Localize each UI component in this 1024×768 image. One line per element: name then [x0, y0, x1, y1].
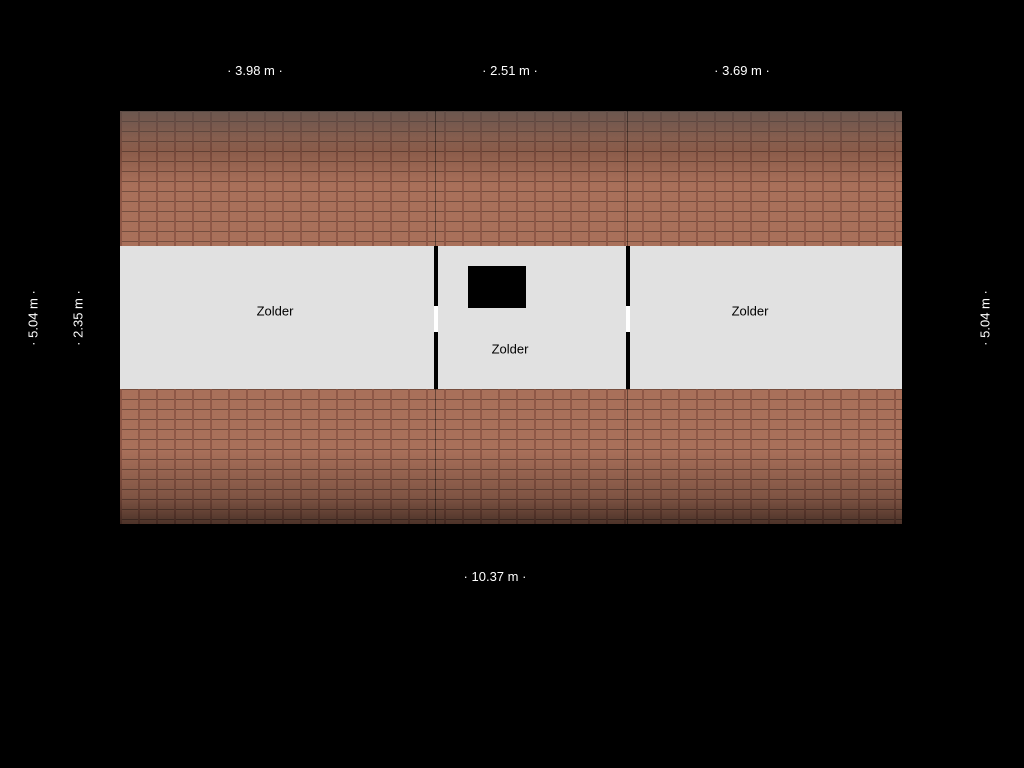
tick: ·: [482, 63, 486, 78]
dim-top-3: · 3.69 m ·: [714, 63, 770, 78]
tick: ·: [978, 342, 993, 346]
dim-top-2: · 2.51 m ·: [482, 63, 538, 78]
tick: ·: [71, 290, 86, 294]
dim-value: 3.69 m: [722, 63, 762, 78]
dim-left-inner: · 2.35 m ·: [71, 290, 86, 346]
room-label: Zolder: [492, 342, 529, 357]
room-label: Zolder: [732, 304, 769, 319]
dim-top-1: · 3.98 m ·: [227, 63, 283, 78]
roof-top: [120, 111, 902, 246]
dim-right-outer: · 5.04 m ·: [978, 290, 993, 346]
roof-seam: [627, 111, 628, 246]
dim-left-outer: · 5.04 m ·: [26, 290, 41, 346]
dim-value: 5.04 m: [978, 298, 993, 338]
dim-value: 10.37 m: [472, 569, 519, 584]
roof-shade: [120, 389, 902, 524]
tick: ·: [26, 290, 41, 294]
room-zolder-middle: [438, 246, 626, 389]
floor-plan-stage: · 3.98 m · · 2.51 m · · 3.69 m · · 10.37…: [0, 0, 1024, 768]
dim-value: 5.04 m: [26, 298, 41, 338]
door-opening: [626, 306, 630, 332]
plan: Zolder Zolder Zolder: [120, 111, 902, 524]
tick: ·: [26, 342, 41, 346]
roof-seam: [435, 389, 436, 524]
tick: ·: [227, 63, 231, 78]
tick: ·: [978, 290, 993, 294]
tick: ·: [522, 569, 526, 584]
tick: ·: [279, 63, 283, 78]
dim-bottom-1: · 10.37 m ·: [464, 569, 527, 584]
stair-opening: [468, 266, 526, 308]
roof-bottom: [120, 389, 902, 524]
tick: ·: [766, 63, 770, 78]
tick: ·: [71, 342, 86, 346]
roof-seam: [627, 389, 628, 524]
roof-highlight: [120, 111, 902, 246]
dim-value: 3.98 m: [235, 63, 275, 78]
tick: ·: [714, 63, 718, 78]
tick: ·: [464, 569, 468, 584]
door-opening: [434, 306, 438, 332]
tick: ·: [534, 63, 538, 78]
roof-seam: [435, 111, 436, 246]
room-label: Zolder: [257, 304, 294, 319]
dim-value: 2.51 m: [490, 63, 530, 78]
dim-value: 2.35 m: [71, 298, 86, 338]
